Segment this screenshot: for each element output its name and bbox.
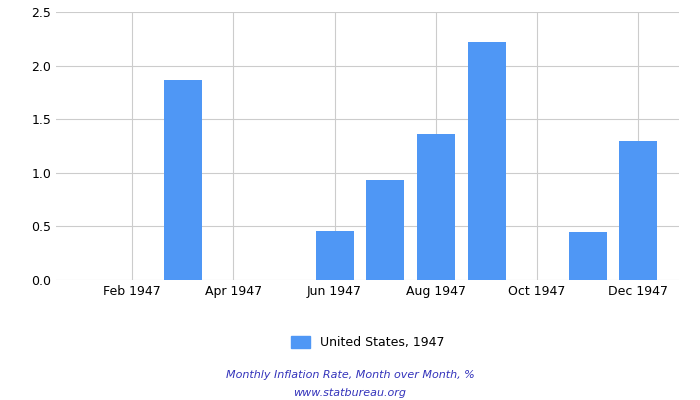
Text: Monthly Inflation Rate, Month over Month, %: Monthly Inflation Rate, Month over Month… — [225, 370, 475, 380]
Bar — [569, 232, 607, 280]
Bar — [417, 134, 455, 280]
Bar — [366, 180, 404, 280]
Legend: United States, 1947: United States, 1947 — [286, 330, 449, 354]
Bar — [468, 42, 505, 280]
Bar — [164, 80, 202, 280]
Bar — [316, 231, 354, 280]
Text: www.statbureau.org: www.statbureau.org — [293, 388, 407, 398]
Bar — [620, 141, 657, 280]
